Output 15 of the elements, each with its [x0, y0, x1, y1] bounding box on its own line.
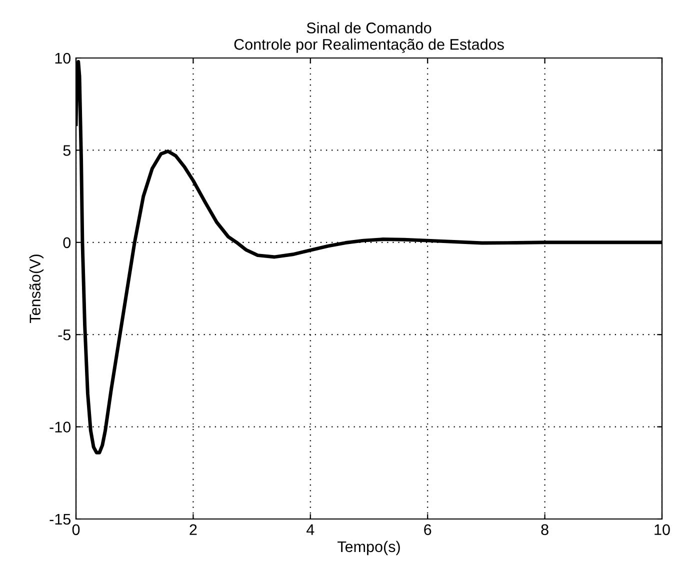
x-tick-label: 6	[424, 524, 432, 536]
y-tick-label: -10	[50, 422, 71, 432]
x-tick-label: 4	[306, 524, 314, 535]
y-axis-title: Tensão(V)	[29, 254, 44, 323]
x-tick-label: 2	[190, 524, 197, 535]
y-tick-label: 10	[55, 52, 71, 64]
y-tick-label: 0	[63, 237, 71, 248]
chart-title: Sinal de Comando Controle por Realimentação de Estados	[234, 22, 504, 53]
x-tick-label: 10	[654, 524, 670, 536]
x-tick-label: 8	[541, 524, 548, 536]
x-axis-title: Tempo(s)	[338, 540, 400, 556]
y-tick-label: -15	[50, 514, 70, 525]
y-tick-label: -5	[58, 330, 70, 340]
y-tick-label: 5	[63, 145, 70, 156]
x-tick-label: 0	[72, 524, 80, 536]
